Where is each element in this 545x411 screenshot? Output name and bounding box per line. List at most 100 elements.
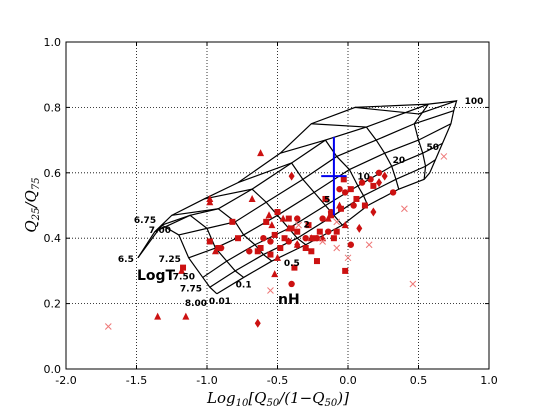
- x-marker: [333, 244, 341, 252]
- triangle-marker: [206, 198, 214, 206]
- nH-label: 100: [465, 97, 484, 107]
- triangle-marker: [268, 221, 276, 229]
- circle-marker: [358, 179, 366, 186]
- y-tick-label: 1.0: [44, 36, 62, 49]
- square-marker: [254, 248, 261, 255]
- circle-marker: [260, 235, 267, 242]
- triangle-marker: [257, 149, 265, 157]
- diamond-marker: [254, 318, 261, 328]
- square-marker: [288, 225, 295, 232]
- triangle-marker: [211, 247, 219, 255]
- circle-marker: [375, 169, 383, 176]
- x-marker: [267, 287, 274, 294]
- circle-marker: [294, 215, 301, 222]
- circle-marker: [302, 235, 309, 242]
- nH-label: 50: [427, 143, 440, 153]
- circle-marker: [313, 235, 321, 242]
- square-marker: [370, 182, 377, 189]
- square-marker: [330, 235, 337, 242]
- x-axis-ticks: -2.0 -1.5 -1.0 -0.5 0.0 0.5 1.0: [55, 42, 498, 387]
- plot-frame: [65, 41, 490, 370]
- nH-curve: [355, 103, 430, 180]
- x-tick-label: -0.5: [267, 374, 288, 387]
- x-tick-label: -1.5: [126, 374, 147, 387]
- x-marker: [365, 241, 373, 249]
- circle-marker: [347, 241, 355, 248]
- nH-label: 0.1: [236, 280, 252, 290]
- triangle-marker: [307, 234, 315, 242]
- y-tick-label: 0.0: [44, 363, 62, 376]
- square-marker: [337, 205, 344, 212]
- square-marker: [281, 235, 288, 242]
- triangle-marker: [336, 201, 344, 209]
- x-tick-label: 0.0: [339, 374, 357, 387]
- y-tick-label: 0.6: [44, 167, 62, 180]
- square-marker: [305, 222, 312, 229]
- triangle-marker: [274, 253, 281, 261]
- data-markers: [104, 149, 448, 330]
- model-grid-labels: 6.5 6.757.00 7.25 7.50 7.75 8.00 0.01 0.1 0.5 2 5 1…: [118, 97, 483, 309]
- square-marker: [180, 264, 187, 271]
- square-marker: [361, 202, 368, 209]
- x-axis-title: Log10[Q50/(1−Q50)]: [206, 389, 349, 409]
- logT-label: 7.75: [180, 284, 202, 294]
- square-marker: [316, 228, 323, 235]
- nH-curve: [280, 139, 369, 206]
- diamond-marker: [288, 171, 295, 181]
- diamond-marker: [294, 240, 301, 250]
- triangle-marker: [271, 270, 279, 278]
- logT-label: 7.00: [149, 226, 171, 236]
- square-marker: [333, 228, 340, 235]
- square-marker: [322, 195, 329, 202]
- x-marker: [401, 205, 408, 213]
- triangle-marker: [319, 234, 327, 242]
- circle-marker: [267, 238, 274, 245]
- square-marker: [257, 245, 264, 252]
- square-marker: [308, 248, 315, 255]
- square-marker: [342, 267, 349, 274]
- logT-axis-label: LogT: [137, 268, 176, 284]
- x-marker: [295, 221, 303, 229]
- circle-marker: [341, 189, 349, 196]
- x-tick-label: 0.5: [410, 374, 428, 387]
- circle-marker: [367, 176, 374, 183]
- nH-curve: [171, 208, 273, 262]
- square-marker: [291, 264, 298, 271]
- square-marker: [267, 251, 274, 258]
- logT-curve: [178, 110, 454, 236]
- square-marker: [313, 258, 320, 265]
- square-marker: [294, 228, 301, 235]
- x-marker: [409, 280, 417, 288]
- triangle-marker: [341, 221, 349, 229]
- triangle-marker: [154, 312, 162, 320]
- logT-label: 6.5: [118, 255, 134, 265]
- square-marker: [206, 238, 213, 245]
- logT-label: 7.50: [173, 272, 195, 282]
- logT-label: 7.25: [159, 255, 181, 265]
- x-tick-label: 1.0: [480, 374, 498, 387]
- y-tick-label: 0.2: [44, 298, 62, 311]
- nH-label: 20: [393, 156, 406, 166]
- nH-label: 5: [324, 195, 330, 205]
- triangle-marker: [324, 214, 332, 222]
- triangle-marker: [182, 312, 190, 320]
- circle-marker: [319, 215, 326, 222]
- square-marker: [271, 231, 278, 238]
- y-axis-title: Q25/Q75: [22, 177, 42, 232]
- nH-label: 0.5: [284, 259, 300, 269]
- square-marker: [340, 176, 347, 183]
- error-bar: [321, 136, 347, 216]
- triangle-marker: [279, 214, 287, 222]
- nH-label: 2: [304, 220, 310, 230]
- diamond-marker: [356, 223, 363, 233]
- y-axis-ticks: 0.0 0.2 0.4 0.6 0.8 1.0: [44, 36, 489, 376]
- nH-axis-label: nH: [278, 292, 300, 308]
- x-marker: [440, 153, 448, 160]
- nH-curve: [137, 224, 218, 295]
- triangle-marker: [262, 217, 270, 225]
- circle-marker: [350, 202, 357, 209]
- diamond-marker: [381, 171, 388, 181]
- triangle-marker: [178, 266, 186, 274]
- nH-curve: [418, 99, 458, 174]
